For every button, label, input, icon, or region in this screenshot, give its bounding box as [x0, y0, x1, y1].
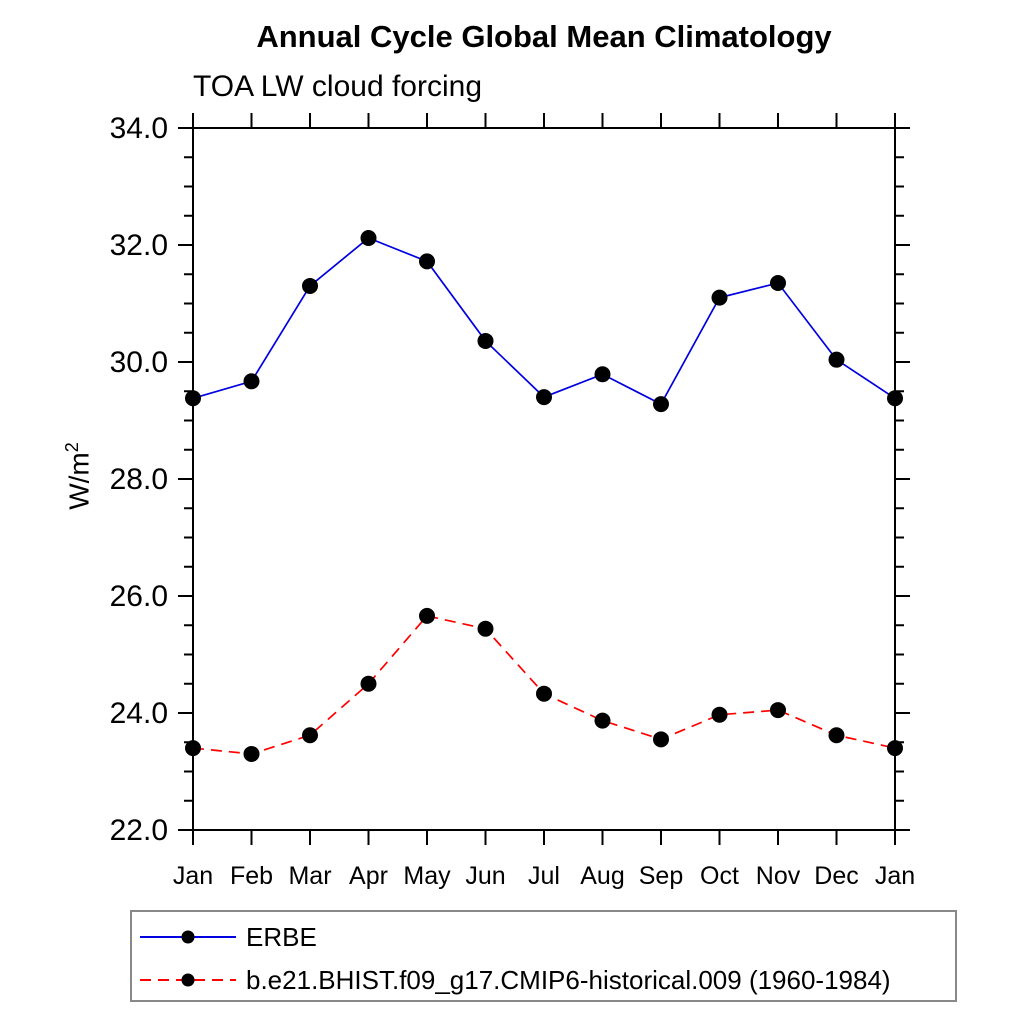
x-month-label: Oct [700, 862, 739, 890]
data-point-marker [360, 675, 377, 692]
data-point-marker [828, 727, 845, 744]
data-point-marker [887, 740, 903, 757]
data-point-marker [536, 685, 552, 702]
legend-line-sample-dashed [140, 973, 236, 987]
legend-item-model: b.e21.BHIST.f09_g17.CMIP6-historical.009… [136, 965, 891, 995]
data-point-marker [653, 396, 669, 413]
data-point-marker [594, 366, 611, 383]
x-month-label: Mar [288, 862, 331, 890]
series-line-1 [192, 614, 896, 755]
x-month-label: Nov [756, 862, 801, 890]
data-point-marker [770, 702, 786, 719]
x-month-label: May [403, 862, 451, 890]
x-month-label: Jun [465, 862, 505, 890]
data-point-marker [185, 740, 201, 757]
data-point-marker [770, 275, 786, 292]
series-line-0 [192, 237, 896, 406]
data-point-marker [360, 229, 377, 246]
data-point-marker [594, 712, 611, 729]
y-tick-label: 24.0 [110, 697, 168, 730]
y-tick-label: 32.0 [110, 229, 168, 262]
x-month-label: Aug [580, 862, 624, 890]
data-point-marker [419, 253, 435, 270]
data-point-marker [653, 731, 669, 748]
data-point-marker [302, 277, 318, 294]
y-tick-label: 28.0 [110, 463, 168, 496]
y-tick-label: 34.0 [110, 112, 168, 145]
legend: ERBE b.e21.BHIST.f09_g17.CMIP6-historica… [130, 910, 957, 1002]
data-point-marker [477, 332, 494, 349]
data-point-marker [302, 727, 318, 744]
data-point-marker [243, 373, 260, 390]
data-point-marker [887, 390, 903, 407]
x-month-label: Dec [814, 862, 858, 890]
legend-label-erbe: ERBE [246, 921, 317, 952]
chart-subtitle: TOA LW cloud forcing [193, 70, 483, 103]
legend-label-model: b.e21.BHIST.f09_g17.CMIP6-historical.009… [246, 964, 891, 995]
data-point-marker [185, 390, 201, 407]
legend-item-erbe: ERBE [136, 922, 317, 952]
y-tick-label: 30.0 [110, 346, 168, 379]
x-month-label: Feb [230, 862, 273, 890]
chart-title: Annual Cycle Global Mean Climatology [256, 19, 832, 54]
data-point-marker [828, 351, 845, 368]
data-point-marker [711, 289, 728, 306]
data-point-marker [477, 620, 494, 637]
data-point-marker [243, 745, 260, 762]
x-month-label: Apr [349, 862, 388, 890]
legend-line-sample-solid [140, 930, 236, 944]
y-tick-label: 26.0 [110, 580, 168, 613]
data-point-marker [536, 389, 552, 406]
data-point-marker [711, 706, 728, 723]
y-tick-label: 22.0 [110, 814, 168, 847]
x-month-label: Jan [875, 862, 915, 890]
x-month-label: Sep [639, 862, 683, 890]
x-month-label: Jan [173, 862, 213, 890]
axis-frame [192, 127, 896, 831]
data-point-marker [419, 607, 435, 624]
x-month-label: Jul [528, 862, 560, 890]
